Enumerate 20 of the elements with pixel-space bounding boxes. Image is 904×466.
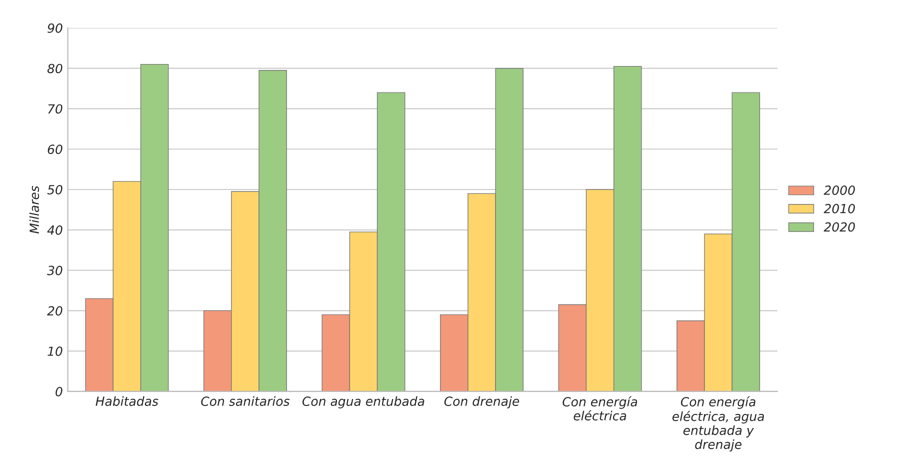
y-tick-label: 0: [56, 386, 62, 396]
legend-label: 2010: [824, 204, 855, 214]
x-tick-label: Con energía eléctrica, agua entubada y drenaje: [672, 396, 764, 452]
y-tick-label: 40: [47, 225, 62, 235]
y-tick-label: 70: [48, 104, 62, 114]
x-tick-label: Con agua entubada: [302, 396, 424, 408]
legend-label: 2020: [824, 222, 855, 232]
y-tick-label: 50: [47, 184, 62, 194]
x-tick-label: Con drenaje: [444, 396, 520, 408]
x-tick-label: Habitadas: [96, 396, 158, 406]
legend-label: 2000: [824, 186, 855, 195]
y-axis-title: Millares: [29, 186, 40, 234]
y-tick-label: 10: [48, 346, 62, 356]
y-tick-label: 80: [47, 64, 62, 74]
y-tick-label: 90: [48, 23, 62, 33]
x-tick-label: Con sanitarios: [201, 396, 290, 406]
y-tick-label: 30: [47, 266, 62, 276]
y-tick-label: 20: [47, 306, 62, 316]
x-tick-label: Con energía eléctrica: [562, 396, 638, 420]
y-tick-label: 60: [48, 144, 62, 154]
